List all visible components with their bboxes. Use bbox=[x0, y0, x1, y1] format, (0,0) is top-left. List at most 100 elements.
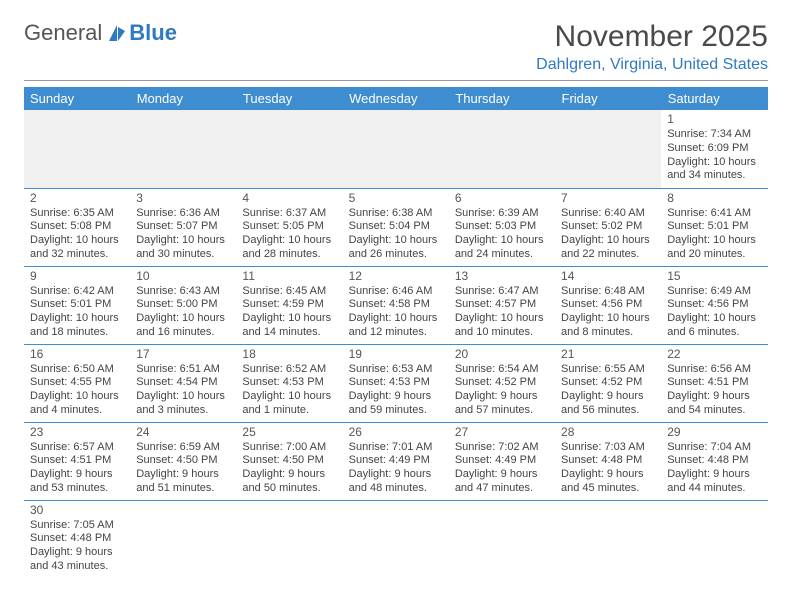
daylight-text-2: and 50 minutes. bbox=[242, 482, 336, 496]
daylight-text-1: Daylight: 9 hours bbox=[349, 468, 443, 482]
sunrise-text: Sunrise: 6:41 AM bbox=[667, 207, 761, 221]
sunset-text: Sunset: 4:54 PM bbox=[136, 376, 230, 390]
daylight-text-1: Daylight: 10 hours bbox=[136, 234, 230, 248]
daylight-text-1: Daylight: 10 hours bbox=[136, 390, 230, 404]
sunset-text: Sunset: 4:57 PM bbox=[455, 298, 549, 312]
calendar-cell: 1Sunrise: 7:34 AMSunset: 6:09 PMDaylight… bbox=[661, 110, 767, 188]
daylight-text-1: Daylight: 9 hours bbox=[667, 390, 761, 404]
day-number: 13 bbox=[455, 269, 549, 284]
day-number: 3 bbox=[136, 191, 230, 206]
calendar-cell: 27Sunrise: 7:02 AMSunset: 4:49 PMDayligh… bbox=[449, 422, 555, 500]
day-number: 14 bbox=[561, 269, 655, 284]
calendar-cell: 3Sunrise: 6:36 AMSunset: 5:07 PMDaylight… bbox=[130, 188, 236, 266]
sunset-text: Sunset: 4:58 PM bbox=[349, 298, 443, 312]
daylight-text-2: and 18 minutes. bbox=[30, 326, 124, 340]
daylight-text-2: and 30 minutes. bbox=[136, 248, 230, 262]
sunset-text: Sunset: 4:55 PM bbox=[30, 376, 124, 390]
day-number: 12 bbox=[349, 269, 443, 284]
calendar-cell bbox=[343, 500, 449, 578]
sunrise-text: Sunrise: 6:53 AM bbox=[349, 363, 443, 377]
daylight-text-1: Daylight: 9 hours bbox=[455, 468, 549, 482]
day-number: 19 bbox=[349, 347, 443, 362]
sunset-text: Sunset: 4:48 PM bbox=[561, 454, 655, 468]
calendar-cell: 4Sunrise: 6:37 AMSunset: 5:05 PMDaylight… bbox=[236, 188, 342, 266]
daylight-text-1: Daylight: 9 hours bbox=[561, 468, 655, 482]
day-number: 18 bbox=[242, 347, 336, 362]
daylight-text-1: Daylight: 9 hours bbox=[242, 468, 336, 482]
daylight-text-1: Daylight: 10 hours bbox=[455, 234, 549, 248]
sunset-text: Sunset: 5:01 PM bbox=[30, 298, 124, 312]
calendar-cell: 19Sunrise: 6:53 AMSunset: 4:53 PMDayligh… bbox=[343, 344, 449, 422]
sunset-text: Sunset: 4:56 PM bbox=[561, 298, 655, 312]
day-number: 22 bbox=[667, 347, 761, 362]
day-number: 16 bbox=[30, 347, 124, 362]
day-number: 27 bbox=[455, 425, 549, 440]
calendar-cell: 2Sunrise: 6:35 AMSunset: 5:08 PMDaylight… bbox=[24, 188, 130, 266]
sunrise-text: Sunrise: 6:37 AM bbox=[242, 207, 336, 221]
day-header: Sunday bbox=[24, 87, 130, 110]
calendar-cell: 21Sunrise: 6:55 AMSunset: 4:52 PMDayligh… bbox=[555, 344, 661, 422]
calendar-cell: 10Sunrise: 6:43 AMSunset: 5:00 PMDayligh… bbox=[130, 266, 236, 344]
sunrise-text: Sunrise: 6:57 AM bbox=[30, 441, 124, 455]
sunset-text: Sunset: 4:51 PM bbox=[30, 454, 124, 468]
sunset-text: Sunset: 5:03 PM bbox=[455, 220, 549, 234]
calendar-cell: 20Sunrise: 6:54 AMSunset: 4:52 PMDayligh… bbox=[449, 344, 555, 422]
calendar-cell: 11Sunrise: 6:45 AMSunset: 4:59 PMDayligh… bbox=[236, 266, 342, 344]
day-number: 5 bbox=[349, 191, 443, 206]
calendar-cell: 26Sunrise: 7:01 AMSunset: 4:49 PMDayligh… bbox=[343, 422, 449, 500]
daylight-text-2: and 10 minutes. bbox=[455, 326, 549, 340]
location-subtitle: Dahlgren, Virginia, United States bbox=[536, 56, 768, 74]
daylight-text-2: and 1 minute. bbox=[242, 404, 336, 418]
daylight-text-2: and 53 minutes. bbox=[30, 482, 124, 496]
day-header: Saturday bbox=[661, 87, 767, 110]
sunrise-text: Sunrise: 7:00 AM bbox=[242, 441, 336, 455]
sunset-text: Sunset: 6:09 PM bbox=[667, 142, 761, 156]
calendar-cell: 22Sunrise: 6:56 AMSunset: 4:51 PMDayligh… bbox=[661, 344, 767, 422]
day-number: 26 bbox=[349, 425, 443, 440]
daylight-text-2: and 47 minutes. bbox=[455, 482, 549, 496]
sunset-text: Sunset: 4:48 PM bbox=[30, 532, 124, 546]
sunrise-text: Sunrise: 6:47 AM bbox=[455, 285, 549, 299]
sunrise-text: Sunrise: 7:05 AM bbox=[30, 519, 124, 533]
day-number: 9 bbox=[30, 269, 124, 284]
calendar-cell bbox=[555, 500, 661, 578]
day-header: Friday bbox=[555, 87, 661, 110]
daylight-text-1: Daylight: 9 hours bbox=[30, 468, 124, 482]
daylight-text-2: and 34 minutes. bbox=[667, 169, 761, 183]
daylight-text-2: and 26 minutes. bbox=[349, 248, 443, 262]
day-number: 20 bbox=[455, 347, 549, 362]
sunrise-text: Sunrise: 6:51 AM bbox=[136, 363, 230, 377]
calendar-cell: 17Sunrise: 6:51 AMSunset: 4:54 PMDayligh… bbox=[130, 344, 236, 422]
calendar-cell bbox=[343, 110, 449, 188]
sunrise-text: Sunrise: 6:56 AM bbox=[667, 363, 761, 377]
daylight-text-2: and 57 minutes. bbox=[455, 404, 549, 418]
calendar-cell bbox=[24, 110, 130, 188]
sunset-text: Sunset: 4:56 PM bbox=[667, 298, 761, 312]
daylight-text-2: and 6 minutes. bbox=[667, 326, 761, 340]
sunrise-text: Sunrise: 6:45 AM bbox=[242, 285, 336, 299]
day-number: 17 bbox=[136, 347, 230, 362]
sunrise-text: Sunrise: 7:02 AM bbox=[455, 441, 549, 455]
daylight-text-2: and 14 minutes. bbox=[242, 326, 336, 340]
daylight-text-2: and 28 minutes. bbox=[242, 248, 336, 262]
daylight-text-1: Daylight: 10 hours bbox=[667, 234, 761, 248]
calendar-cell bbox=[236, 110, 342, 188]
daylight-text-1: Daylight: 10 hours bbox=[349, 234, 443, 248]
daylight-text-2: and 32 minutes. bbox=[30, 248, 124, 262]
sunset-text: Sunset: 4:48 PM bbox=[667, 454, 761, 468]
calendar-cell bbox=[130, 110, 236, 188]
daylight-text-1: Daylight: 10 hours bbox=[30, 312, 124, 326]
daylight-text-1: Daylight: 10 hours bbox=[455, 312, 549, 326]
calendar-cell: 18Sunrise: 6:52 AMSunset: 4:53 PMDayligh… bbox=[236, 344, 342, 422]
daylight-text-1: Daylight: 10 hours bbox=[136, 312, 230, 326]
brand-text-1: General bbox=[24, 20, 102, 46]
sunset-text: Sunset: 4:49 PM bbox=[455, 454, 549, 468]
day-number: 23 bbox=[30, 425, 124, 440]
day-header: Monday bbox=[130, 87, 236, 110]
sunrise-text: Sunrise: 6:35 AM bbox=[30, 207, 124, 221]
daylight-text-1: Daylight: 10 hours bbox=[30, 234, 124, 248]
sunrise-text: Sunrise: 6:49 AM bbox=[667, 285, 761, 299]
calendar-cell bbox=[130, 500, 236, 578]
day-header: Thursday bbox=[449, 87, 555, 110]
daylight-text-2: and 20 minutes. bbox=[667, 248, 761, 262]
